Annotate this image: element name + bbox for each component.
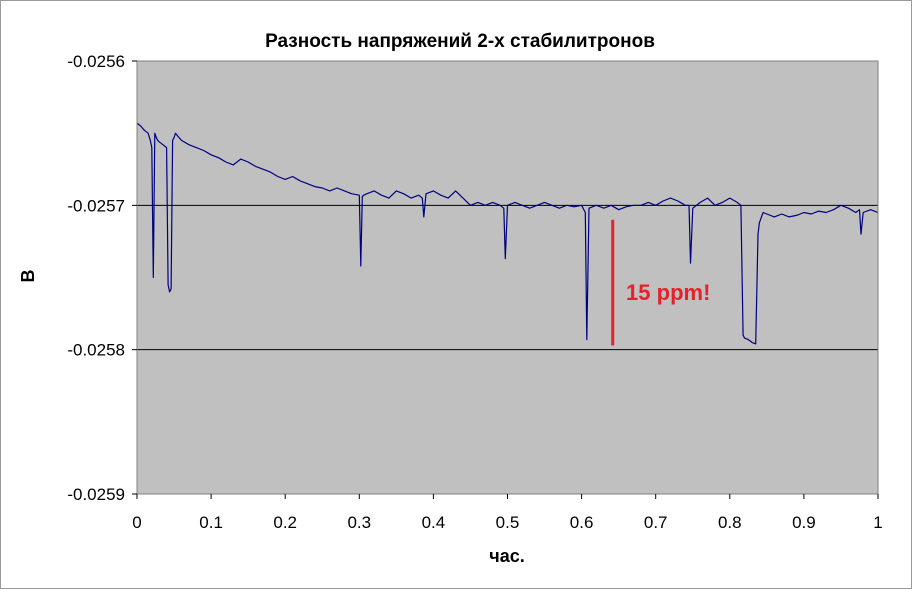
x-tick-label: 0.9 (792, 513, 816, 532)
x-tick-label: 0.4 (422, 513, 446, 532)
plot-area (137, 61, 878, 494)
x-tick-label: 0.1 (199, 513, 223, 532)
x-tick-label: 0 (132, 513, 141, 532)
x-tick-label: 0.7 (644, 513, 668, 532)
series-line-0 (136, 122, 879, 345)
y-tick-label: -0.0259 (67, 485, 125, 504)
y-tick-label: -0.0257 (67, 196, 125, 215)
y-tick-label: -0.0256 (67, 52, 125, 71)
x-tick-label: 0.5 (496, 513, 520, 532)
x-axis-label: час. (489, 546, 524, 566)
y-tick-label: -0.0258 (67, 341, 125, 360)
x-tick-label: 1 (873, 513, 882, 532)
x-axis-ticks: 0 0.1 0.2 0.3 0.4 0.5 0.6 0.7 0.8 0.9 1 (132, 494, 883, 532)
y-axis-ticks: -0.0256 -0.0257 -0.0258 -0.0259 (67, 52, 137, 504)
annotation-layer: 15 ppm! (611, 219, 710, 346)
x-tick-label: 0.3 (347, 513, 371, 532)
series-layer (136, 122, 879, 345)
x-tick-label: 0.8 (718, 513, 742, 532)
y-axis-label: В (18, 270, 38, 283)
x-tick-label: 0.2 (273, 513, 297, 532)
x-tick-label: 0.6 (570, 513, 594, 532)
chart-title: Разность напряжений 2-х стабилитронов (265, 31, 655, 52)
annotation-text: 15 ppm! (626, 280, 710, 305)
